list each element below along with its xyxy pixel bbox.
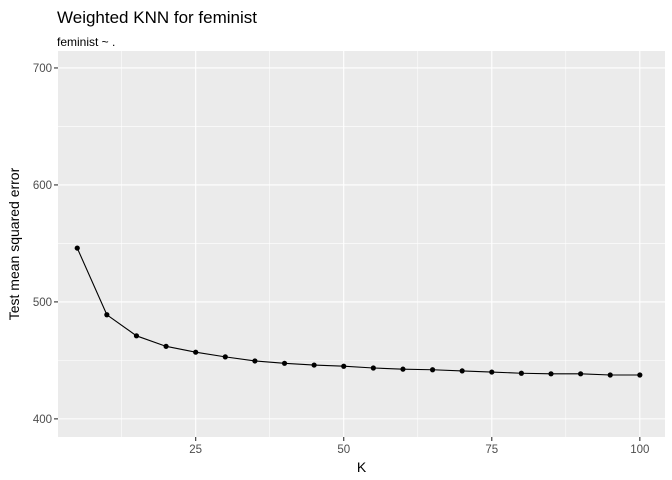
data-series — [74, 245, 643, 378]
data-point — [637, 372, 643, 378]
x-tick-label: 100 — [630, 444, 649, 456]
data-point — [370, 365, 376, 371]
minor-gridlines — [58, 51, 665, 437]
chart-subtitle: feminist ~ . — [57, 35, 115, 49]
x-tick-label: 75 — [485, 444, 498, 456]
data-point — [104, 312, 110, 318]
data-point — [489, 369, 495, 375]
data-point — [607, 372, 613, 378]
y-tick-label: 500 — [33, 297, 52, 309]
data-point — [548, 371, 554, 377]
data-point — [193, 349, 199, 355]
data-point — [133, 333, 140, 339]
data-point — [163, 343, 169, 349]
data-point — [429, 367, 436, 373]
chart-title: Weighted KNN for feminist — [57, 8, 257, 27]
y-tick-label: 400 — [33, 414, 52, 426]
data-point — [459, 368, 465, 374]
data-point — [311, 362, 317, 368]
data-point — [74, 245, 80, 251]
data-point — [222, 354, 228, 360]
series-line — [76, 247, 640, 376]
data-point — [281, 360, 288, 366]
x-tick-label: 50 — [337, 444, 350, 456]
y-tick-label: 600 — [33, 180, 52, 192]
y-axis-title: Test mean squared error — [6, 167, 22, 320]
data-point — [400, 366, 406, 372]
x-axis-title: K — [357, 459, 367, 475]
data-point — [341, 363, 347, 369]
data-point — [578, 371, 584, 377]
axis-ticks: 25 50 75 100 400 500 600 700 — [33, 63, 650, 456]
x-tick-label: 25 — [189, 444, 202, 456]
y-tick-label: 700 — [33, 63, 52, 75]
plot-panel — [58, 51, 665, 437]
data-point — [252, 358, 258, 364]
data-point — [518, 370, 524, 376]
